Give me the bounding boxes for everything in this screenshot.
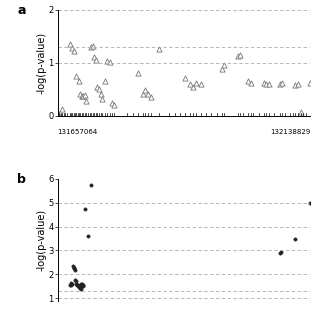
Y-axis label: -log(p-value): -log(p-value) [37,32,47,94]
Point [98,91,103,96]
Y-axis label: -log(p-value): -log(p-value) [37,209,47,271]
Point [78,286,83,292]
Point [72,267,77,272]
Point [298,109,303,114]
Point [103,79,108,84]
Point [235,54,240,59]
Point [73,277,78,282]
Point [55,111,60,116]
Point [308,200,313,205]
Point [76,284,81,289]
Point [96,87,101,92]
Point [71,48,76,53]
Point [219,67,224,72]
Point [81,284,86,289]
Point [67,42,72,47]
Point [93,58,99,63]
Point [280,80,285,85]
Point [190,84,196,89]
Point [71,263,76,268]
Point [95,84,100,89]
Point [76,79,81,84]
Point [74,73,79,78]
Point [82,92,87,98]
Point [88,44,93,49]
Point [84,98,89,103]
Point [68,282,73,287]
Point [267,81,272,86]
Point [70,281,75,286]
Point [109,100,114,105]
Point [71,265,76,270]
Text: 131657064: 131657064 [58,129,98,135]
Point [76,284,81,289]
Point [245,79,251,84]
Point [75,282,80,287]
Text: b: b [17,172,26,186]
Point [261,80,266,85]
Point [135,71,140,76]
Point [73,279,78,284]
Point [69,280,74,285]
Point [80,282,85,287]
Point [75,283,80,288]
Point [293,236,298,241]
Point [111,103,116,108]
Point [67,283,72,288]
Point [79,282,84,287]
Point [198,81,204,86]
Point [140,91,146,96]
Point [264,81,269,86]
Point [83,206,88,211]
Point [193,80,198,85]
Point [143,88,148,93]
Point [76,284,82,290]
Point [222,63,227,68]
Point [188,81,193,86]
Point [107,59,112,64]
Point [277,250,282,255]
Point [74,282,79,287]
Point [59,107,64,112]
Point [85,234,91,239]
Point [80,283,85,288]
Point [278,249,283,254]
Point [248,80,253,85]
Point [77,91,83,96]
Point [90,43,95,48]
Point [146,91,151,96]
Point [182,75,188,80]
Point [148,95,154,100]
Point [81,93,86,98]
Point [77,286,83,291]
Text: 132138829: 132138829 [270,129,310,135]
Point [92,55,97,60]
Point [72,266,77,271]
Point [79,93,84,98]
Point [277,81,282,86]
Point [79,281,84,286]
Point [308,80,313,85]
Point [100,96,105,101]
Text: a: a [17,4,26,17]
Point [88,183,93,188]
Point [238,52,243,57]
Point [156,47,161,52]
Point [77,285,82,290]
Point [293,83,298,88]
Point [105,59,110,64]
Point [295,81,300,86]
Point [70,45,75,51]
